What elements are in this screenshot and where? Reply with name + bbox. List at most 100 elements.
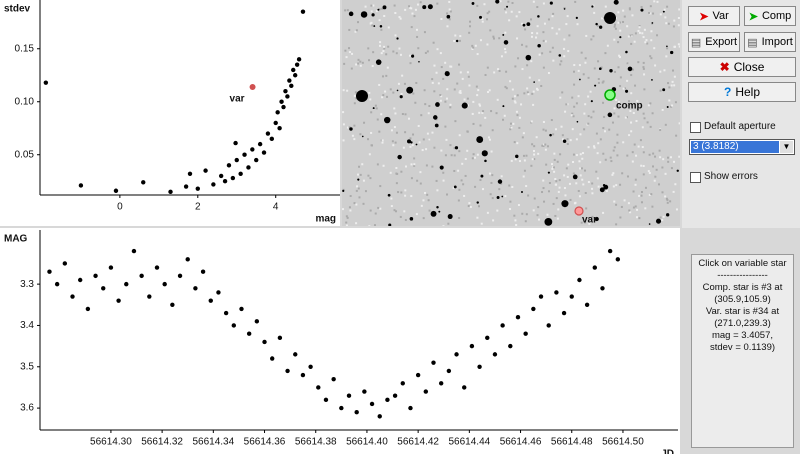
star xyxy=(356,90,368,102)
star xyxy=(434,123,439,128)
noise xyxy=(565,167,568,170)
icon: ➤ xyxy=(748,10,758,23)
noise xyxy=(535,136,538,139)
export-button[interactable]: ▤ Export xyxy=(688,32,740,52)
noise xyxy=(655,168,658,171)
noise xyxy=(637,145,640,148)
noise xyxy=(372,4,375,7)
noise xyxy=(391,140,394,143)
noise xyxy=(394,141,397,144)
default-aperture-checkbox[interactable] xyxy=(690,122,701,133)
data-point xyxy=(193,286,198,291)
noise xyxy=(370,4,373,7)
noise xyxy=(590,116,593,119)
star xyxy=(496,196,500,199)
noise xyxy=(354,30,357,33)
data-point xyxy=(238,171,243,177)
star xyxy=(522,23,526,27)
noise xyxy=(464,174,467,177)
noise xyxy=(409,6,412,9)
star xyxy=(433,115,438,120)
noise xyxy=(569,198,572,201)
noise xyxy=(364,5,367,8)
data-point xyxy=(408,405,413,411)
aperture-dropdown[interactable]: 3 (3.8182) ▼ xyxy=(689,139,795,155)
star xyxy=(670,50,674,55)
noise xyxy=(490,110,493,113)
noise xyxy=(558,28,561,31)
noise xyxy=(491,174,494,177)
noise xyxy=(345,56,348,59)
data-point xyxy=(208,298,213,303)
import-button[interactable]: ▤ Import xyxy=(744,32,796,52)
data-point xyxy=(54,281,60,287)
noise xyxy=(611,173,614,176)
data-point xyxy=(592,265,597,270)
noise xyxy=(661,219,664,222)
x-tick-label: 56614.42 xyxy=(397,437,439,448)
data-point xyxy=(515,314,521,320)
noise xyxy=(617,66,620,69)
noise xyxy=(551,46,554,49)
noise xyxy=(385,53,388,56)
star xyxy=(591,5,594,8)
noise xyxy=(361,61,364,64)
noise xyxy=(648,172,651,175)
noise xyxy=(640,194,643,197)
noise xyxy=(587,146,590,149)
noise xyxy=(561,138,564,141)
noise xyxy=(654,64,657,67)
noise xyxy=(395,52,398,55)
noise xyxy=(565,103,568,106)
star xyxy=(455,39,459,43)
noise xyxy=(526,91,529,94)
show-errors-checkbox[interactable] xyxy=(690,172,701,183)
noise xyxy=(551,15,554,18)
comp-button[interactable]: ➤ Comp xyxy=(744,6,796,26)
noise xyxy=(576,23,579,26)
var-button[interactable]: ➤ Var xyxy=(688,6,740,26)
noise xyxy=(521,22,524,25)
noise xyxy=(402,146,405,149)
noise xyxy=(473,156,476,159)
noise xyxy=(579,174,582,177)
data-point xyxy=(431,360,436,365)
help-button[interactable]: ? Help xyxy=(688,82,796,102)
star-image[interactable]: comp var xyxy=(342,0,680,226)
noise xyxy=(417,47,420,50)
noise xyxy=(444,125,447,128)
noise xyxy=(353,138,356,141)
star xyxy=(607,112,613,118)
noise xyxy=(369,209,372,212)
noise xyxy=(394,12,397,15)
star xyxy=(666,213,670,217)
dropdown-arrow[interactable]: ▼ xyxy=(780,141,793,153)
noise xyxy=(435,71,438,74)
noise xyxy=(557,208,560,211)
noise xyxy=(342,123,345,126)
info-line: ---------------- xyxy=(717,270,768,281)
noise xyxy=(651,112,654,115)
noise xyxy=(524,220,527,223)
noise xyxy=(355,29,358,32)
noise xyxy=(482,110,485,113)
close-button[interactable]: ✖ Close xyxy=(688,57,796,77)
noise xyxy=(381,141,384,144)
noise xyxy=(566,175,569,178)
noise xyxy=(630,35,633,38)
noise xyxy=(386,66,389,69)
noise xyxy=(359,64,362,67)
noise xyxy=(414,8,417,11)
noise xyxy=(378,8,381,11)
noise xyxy=(603,130,606,133)
noise xyxy=(458,91,461,94)
noise xyxy=(602,152,605,155)
noise xyxy=(573,64,576,67)
noise xyxy=(355,222,358,225)
icon: ▤ xyxy=(690,36,702,49)
noise xyxy=(486,66,489,69)
noise xyxy=(382,94,385,97)
data-point xyxy=(85,306,91,312)
noise xyxy=(446,25,449,28)
noise xyxy=(526,87,529,90)
